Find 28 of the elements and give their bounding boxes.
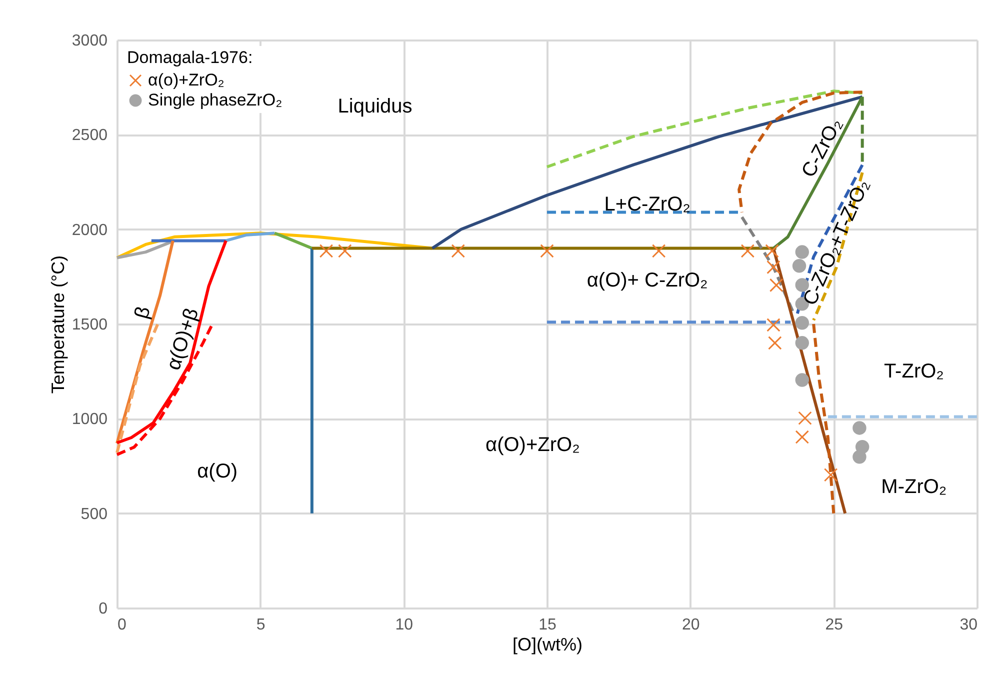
y-axis-title: Temperature (°C) <box>48 255 68 394</box>
x-tick-label: 20 <box>682 616 700 634</box>
annotation: β <box>130 304 155 322</box>
annotation: L+C-ZrO₂ <box>604 194 690 216</box>
y-tick-label: 2000 <box>72 222 108 239</box>
x-tick-label: 15 <box>538 616 556 634</box>
y-tick-label: 1000 <box>72 411 108 428</box>
x-tick-label: 30 <box>960 616 978 634</box>
x-tick-label: 0 <box>118 616 126 634</box>
legend-label: Single phaseZrO₂ <box>148 90 282 110</box>
legend-title: Domagala-1976: <box>127 48 253 67</box>
x-tick-label: 25 <box>825 616 844 634</box>
legend-label: α(o)+ZrO₂ <box>148 70 224 90</box>
y-tick-label: 1500 <box>72 316 108 334</box>
y-tick-label: 3000 <box>72 32 108 50</box>
x-axis-title: [O](wt%) <box>512 634 582 654</box>
y-tick-label: 500 <box>80 506 108 523</box>
annotation: Liquidus <box>338 95 412 118</box>
annotation: α(O)+ C-ZrO₂ <box>586 269 708 292</box>
x-tick-label: 5 <box>256 616 266 634</box>
y-tick-label: 0 <box>98 600 108 618</box>
annotation: M-ZrO₂ <box>881 476 947 498</box>
annotation: α(O)+β <box>162 305 204 373</box>
annotation: α(O) <box>197 460 238 483</box>
x-tick-label: 10 <box>395 616 414 634</box>
annotation: α(O)+ZrO₂ <box>486 434 580 456</box>
y-tick-label: 2500 <box>72 127 108 144</box>
annotation: T-ZrO₂ <box>884 360 944 382</box>
